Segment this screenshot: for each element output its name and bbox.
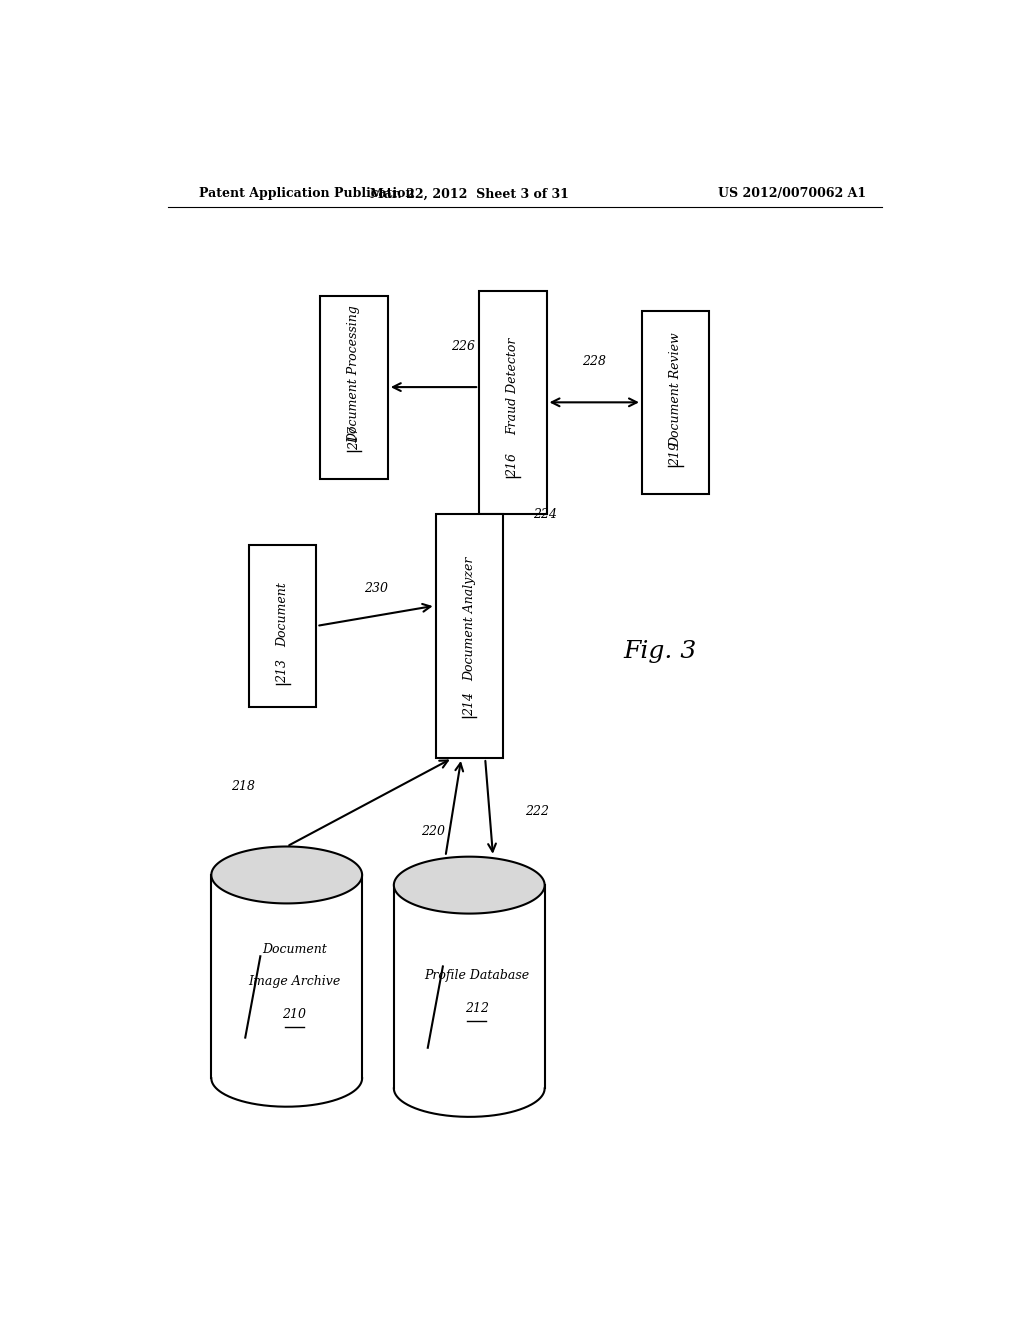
Text: 212: 212	[465, 1002, 488, 1015]
Text: Patent Application Publication: Patent Application Publication	[200, 187, 415, 201]
Text: 228: 228	[583, 355, 606, 368]
Text: Mar. 22, 2012  Sheet 3 of 31: Mar. 22, 2012 Sheet 3 of 31	[370, 187, 568, 201]
Bar	[479, 290, 547, 515]
Text: Document Review: Document Review	[669, 333, 682, 447]
Text: 216: 216	[507, 453, 519, 477]
Text: Fig. 3: Fig. 3	[623, 640, 696, 663]
Text: Document Analyzer: Document Analyzer	[463, 557, 476, 681]
Text: 222: 222	[524, 805, 549, 818]
Polygon shape	[211, 846, 362, 903]
Bar	[642, 312, 710, 494]
Bar	[394, 886, 545, 1089]
Text: 226: 226	[452, 341, 475, 352]
Text: 210: 210	[283, 1007, 306, 1020]
Bar	[249, 545, 316, 708]
Polygon shape	[394, 857, 545, 913]
Text: 219: 219	[669, 442, 682, 466]
Text: Profile Database: Profile Database	[424, 969, 529, 982]
Bar	[321, 296, 388, 479]
Text: 220: 220	[422, 825, 445, 838]
Text: Fraud Detector: Fraud Detector	[507, 338, 519, 436]
Bar	[211, 875, 362, 1078]
Text: US 2012/0070062 A1: US 2012/0070062 A1	[718, 187, 866, 201]
Text: Image Archive: Image Archive	[248, 975, 340, 989]
Text: Document: Document	[262, 942, 327, 956]
Text: 230: 230	[364, 582, 388, 595]
Bar	[435, 515, 503, 758]
Text: Document: Document	[276, 582, 289, 647]
Text: 213: 213	[276, 660, 289, 684]
Text: 217: 217	[348, 426, 360, 450]
Text: 218: 218	[231, 780, 255, 792]
Text: Document Processing: Document Processing	[348, 305, 360, 444]
Text: 214: 214	[463, 693, 476, 717]
Text: 224: 224	[532, 508, 557, 520]
